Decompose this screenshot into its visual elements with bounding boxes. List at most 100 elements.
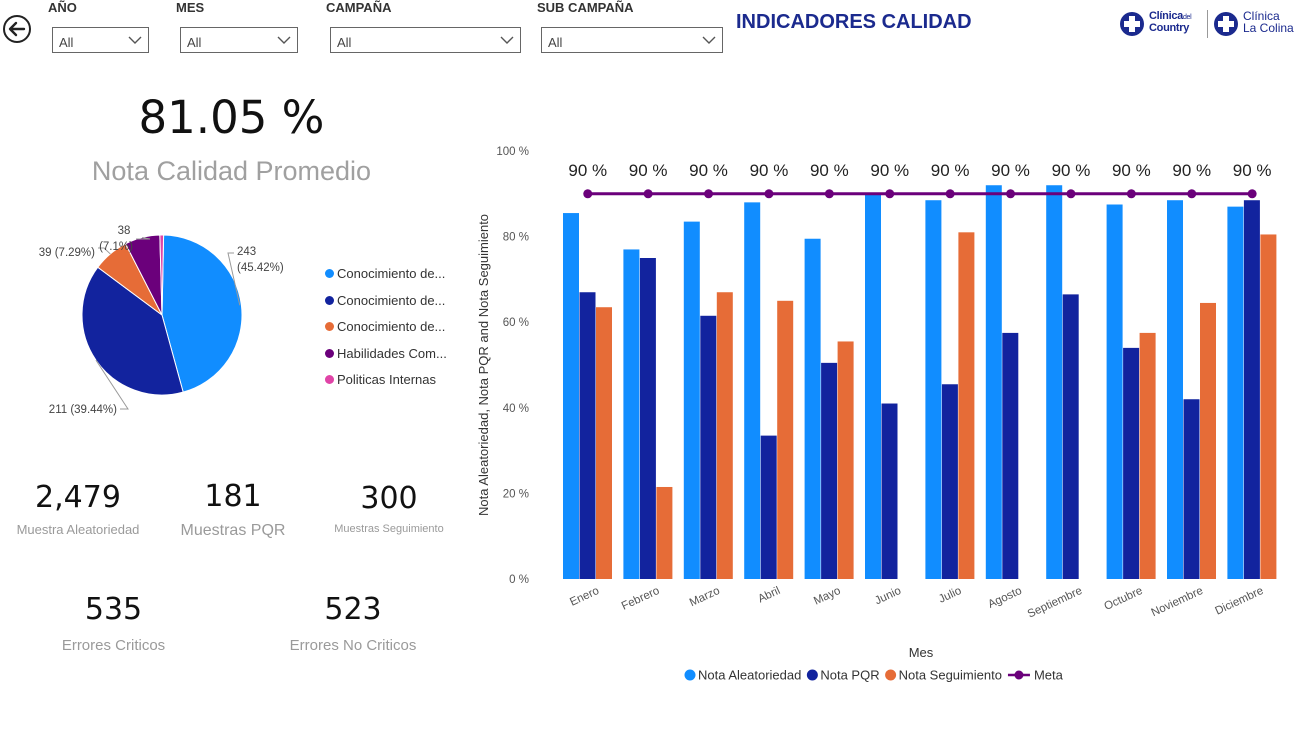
bar-nota-pqr xyxy=(1243,200,1260,579)
bar-legend-item-3[interactable]: Meta xyxy=(1007,668,1064,683)
pie-legend-item-1[interactable]: Conocimiento de... xyxy=(325,293,445,308)
bar-nota-pqr xyxy=(1062,294,1079,579)
bar-nota-pqr xyxy=(1002,332,1019,579)
bar-nota-seguimiento xyxy=(837,341,854,579)
y-tick-label: 0 % xyxy=(509,574,529,586)
pie-slice-4 xyxy=(159,234,165,316)
filter-subcampaign-select[interactable]: All xyxy=(541,27,723,53)
kpi-main-value: 81.05 % xyxy=(138,91,325,144)
x-tick-label: Febrero xyxy=(620,585,662,613)
meta-point xyxy=(885,189,895,199)
legend-label: Meta xyxy=(1034,668,1064,683)
bar-nota-pqr xyxy=(579,292,596,579)
pie-label-3-pct: (7.1%) xyxy=(99,241,133,253)
legend-dot-icon xyxy=(806,669,818,681)
kpi-errores-no-criticos-label: Errores No Criticos xyxy=(289,637,417,654)
pie-legend-item-4[interactable]: Politicas Internas xyxy=(325,372,436,387)
filter-year-select[interactable]: All xyxy=(52,27,149,53)
pie-legend-item-2[interactable]: Conocimiento de... xyxy=(325,319,445,334)
bar-nota-seguimiento xyxy=(1200,302,1216,579)
pie-label-0: 243 xyxy=(237,246,256,258)
filter-campaign-label: CAMPAÑA xyxy=(326,0,392,15)
meta-point xyxy=(1006,189,1016,199)
kpi-errores-criticos-value: 535 xyxy=(84,592,143,627)
logo1-del: del xyxy=(1182,14,1192,21)
logo1-line2: Country xyxy=(1149,22,1190,34)
y-tick-label: 20 % xyxy=(503,488,529,500)
kpi-errores-criticos-label: Errores Criticos xyxy=(61,637,166,654)
bar-nota-aleatoriedad xyxy=(1106,204,1123,579)
bar-nota-seguimiento xyxy=(777,300,794,579)
bar-nota-aleatoriedad xyxy=(744,202,761,580)
bar-nota-seguimiento xyxy=(1139,332,1156,579)
logo-divider xyxy=(1207,10,1208,38)
filter-month-label: MES xyxy=(176,0,205,15)
meta-data-label: 90 % xyxy=(629,161,668,180)
meta-point xyxy=(583,189,593,199)
y-tick-label: 60 % xyxy=(503,317,529,329)
kpi-muestras-pqr-value: 181 xyxy=(204,479,262,514)
bar-nota-aleatoriedad xyxy=(925,200,942,579)
filter-campaign-select[interactable]: All xyxy=(330,27,521,53)
bar-nota-seguimiento xyxy=(656,486,673,579)
back-button[interactable] xyxy=(2,14,32,44)
x-tick-label: Enero xyxy=(568,585,601,609)
pie-leader-2 xyxy=(98,247,111,255)
pie-legend-item-0[interactable]: Conocimiento de... xyxy=(325,266,445,281)
meta-point xyxy=(704,189,714,199)
bar-legend-item-0[interactable]: Nota Aleatoriedad xyxy=(684,668,802,683)
meta-point xyxy=(945,189,955,199)
bar-nota-aleatoriedad xyxy=(804,238,821,579)
pie-legend-label: Conocimiento de... xyxy=(337,292,446,308)
pie-legend-label: Conocimiento de... xyxy=(337,266,446,281)
meta-point xyxy=(643,189,653,199)
pie-leader-0 xyxy=(227,252,241,306)
bar-nota-pqr xyxy=(821,362,838,579)
page-title: INDICADORES CALIDAD xyxy=(736,11,972,33)
bar-nota-aleatoriedad xyxy=(683,221,700,579)
bar-nota-aleatoriedad xyxy=(985,185,1002,580)
bar-nota-seguimiento xyxy=(716,292,733,579)
x-tick-label: Mayo xyxy=(812,585,843,608)
bar-legend-item-2[interactable]: Nota Seguimiento xyxy=(885,668,1002,683)
legend-label: Nota Aleatoriedad xyxy=(698,668,801,683)
chevron-down-icon xyxy=(277,36,291,44)
pie-legend-item-3[interactable]: Habilidades Com... xyxy=(325,346,447,361)
bar-nota-seguimiento xyxy=(596,307,612,579)
meta-point xyxy=(1247,189,1257,199)
bar-legend-item-1[interactable]: Nota PQR xyxy=(806,668,880,683)
legend-dot-icon xyxy=(1014,670,1024,680)
pie-leader-1 xyxy=(95,359,129,410)
logo1-line1: Clínica xyxy=(1149,10,1183,22)
meta-data-label: 90 % xyxy=(750,161,789,180)
logo-clinica-colina: Clínica La Colina xyxy=(1213,10,1303,38)
legend-dot-icon xyxy=(684,669,696,681)
bar-nota-pqr xyxy=(1123,347,1140,579)
legend-dot-icon xyxy=(325,269,334,278)
pie-slice-0 xyxy=(161,234,243,393)
kpi-main-label: Nota Calidad Promedio xyxy=(91,156,372,186)
kpi-muestras-pqr-label: Muestras PQR xyxy=(180,522,286,539)
filter-subcampaign-label: SUB CAMPAÑA xyxy=(537,0,634,15)
bar-nota-aleatoriedad xyxy=(1167,200,1183,579)
pie-legend-label: Habilidades Com... xyxy=(337,345,447,361)
legend-label: Nota Seguimiento xyxy=(899,668,1002,683)
meta-data-label: 90 % xyxy=(568,161,607,180)
bar-nota-aleatoriedad xyxy=(623,249,640,579)
filter-month-select[interactable]: All xyxy=(180,27,298,53)
bar-nota-pqr xyxy=(881,403,898,579)
x-tick-label: Abril xyxy=(756,585,782,606)
legend-dot-icon xyxy=(885,669,897,681)
legend-dot-icon xyxy=(325,375,334,384)
x-tick-label: Julio xyxy=(937,585,964,606)
meta-data-label: 90 % xyxy=(991,161,1030,180)
pie-leader-3 xyxy=(136,236,151,240)
legend-label: Nota PQR xyxy=(820,668,879,683)
x-axis-title: Mes xyxy=(909,645,934,660)
bar-nota-aleatoriedad xyxy=(865,193,881,580)
pie-chart: 243 (45.42%) 211 (39.44%) 39 (7.29%) 38 (7.1%… xyxy=(39,225,284,416)
kpi-muestras-seguimiento-label: Muestras Seguimiento xyxy=(334,523,444,535)
x-tick-label: Diciembre xyxy=(1213,585,1265,618)
pie-legend-label: Conocimiento de... xyxy=(337,319,446,334)
meta-data-label: 90 % xyxy=(1233,161,1272,180)
